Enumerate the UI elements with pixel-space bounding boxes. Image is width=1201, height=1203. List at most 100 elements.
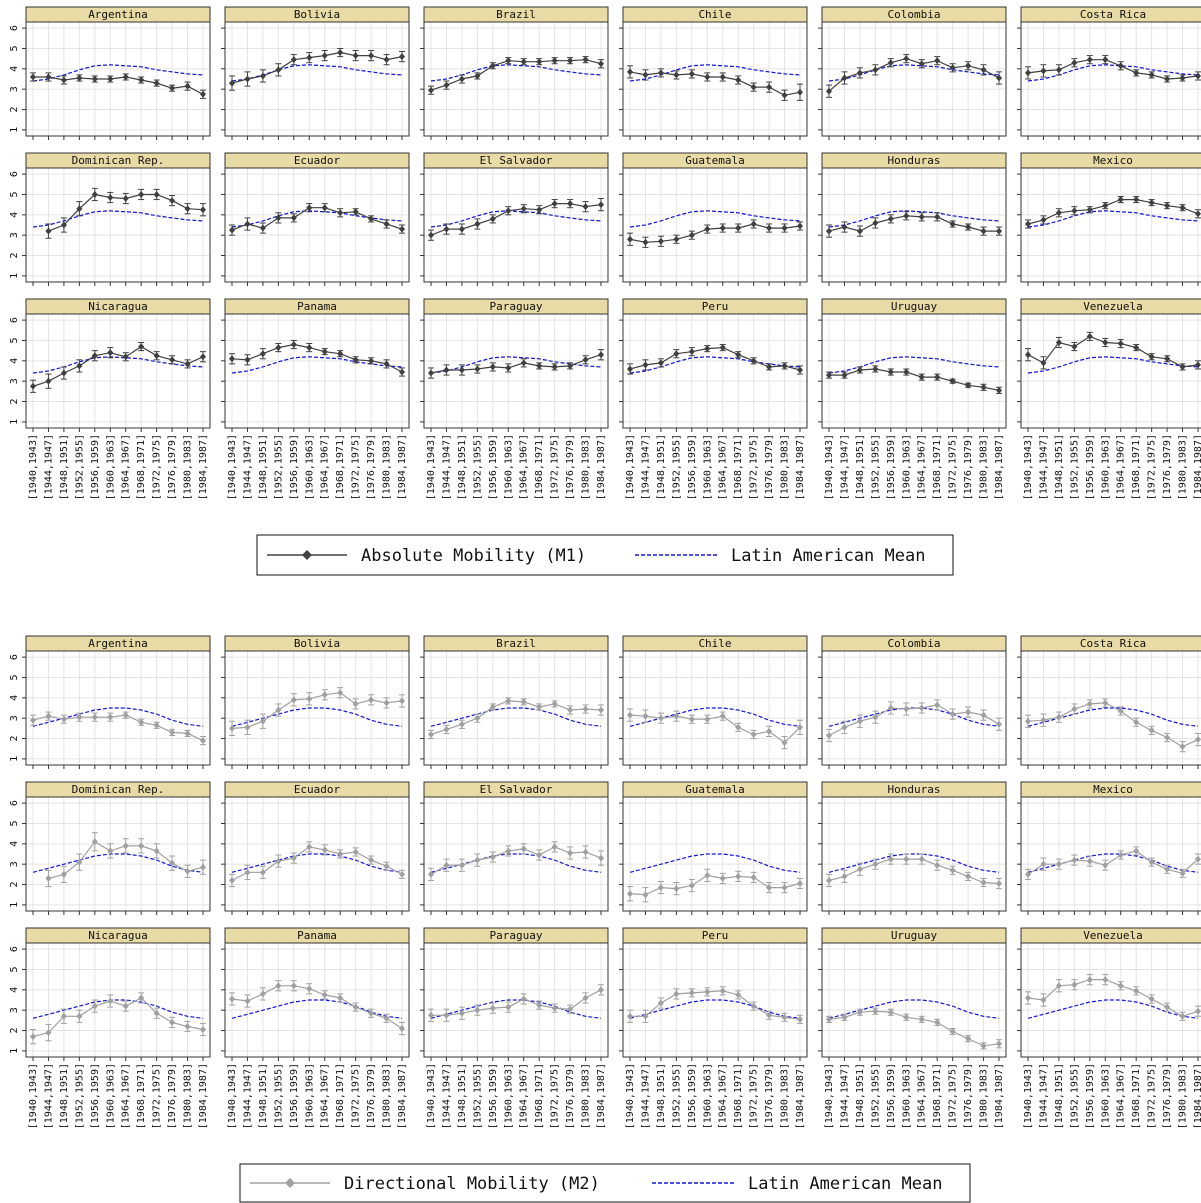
y-tick-label: 2 — [9, 882, 20, 888]
x-tick-label: [1972,1975] — [152, 434, 163, 500]
plot-area — [822, 314, 1006, 428]
panel-title: Venezuela — [1083, 929, 1143, 942]
point — [980, 383, 987, 391]
series-line — [231, 985, 403, 1030]
point — [965, 223, 972, 231]
mean-line — [32, 999, 204, 1019]
point — [1117, 196, 1124, 204]
point — [60, 76, 67, 84]
x-tick-label: [1944,1947] — [441, 434, 452, 500]
point — [1148, 995, 1155, 1003]
x-tick-label: [1944,1947] — [242, 434, 253, 500]
point — [582, 203, 589, 211]
point — [1133, 69, 1140, 77]
point — [887, 368, 894, 376]
point — [841, 223, 848, 231]
point — [169, 728, 176, 736]
point — [290, 854, 297, 862]
x-tick-label: [1944,1947] — [43, 434, 54, 500]
panel-title: Ecuador — [294, 783, 341, 796]
x-tick-label: [1968,1971] — [733, 434, 744, 500]
point — [841, 74, 848, 82]
y-tick-label: 1 — [9, 1048, 20, 1054]
point — [766, 884, 773, 892]
point — [826, 1015, 832, 1023]
mean-line — [32, 210, 204, 228]
y-tick-label: 2 — [9, 736, 20, 742]
x-tick-label: [1972,1975] — [749, 1063, 760, 1129]
point — [153, 79, 160, 87]
point — [107, 194, 114, 202]
point — [856, 717, 863, 725]
plot-border — [423, 942, 609, 1058]
x-tick-label: [1948,1951] — [457, 434, 468, 500]
point — [505, 207, 512, 215]
y-tick-label: 4 — [9, 212, 20, 218]
point — [368, 215, 375, 223]
point — [259, 224, 266, 232]
y-tick-label: 6 — [9, 654, 20, 660]
mean-line — [1027, 999, 1199, 1019]
point — [1025, 870, 1031, 878]
point — [138, 842, 145, 850]
point — [1179, 869, 1186, 877]
point — [918, 60, 925, 68]
point — [30, 716, 36, 724]
point — [321, 846, 328, 854]
point — [688, 70, 695, 78]
x-tick-label: [1984,1987] — [596, 434, 607, 500]
mean-line — [828, 999, 1000, 1019]
x-tick-label: [1964,1967] — [917, 1063, 928, 1129]
x-tick-label: [1952,1955] — [273, 1063, 284, 1129]
point — [489, 853, 496, 861]
point — [30, 382, 36, 390]
x-tick-label: [1944,1947] — [640, 434, 651, 500]
point — [536, 58, 543, 66]
x-tick-label: [1980,1983] — [581, 434, 592, 500]
point — [627, 365, 633, 373]
panel-title: Brazil — [496, 8, 536, 21]
x-tick-label: [1960,1963] — [702, 1063, 713, 1129]
point — [45, 73, 52, 81]
x-tick-label: [1944,1947] — [839, 1063, 850, 1129]
point — [627, 1012, 633, 1020]
x-tick-label: [1956,1959] — [1085, 1063, 1096, 1129]
point — [965, 1035, 972, 1043]
point — [306, 843, 313, 851]
point — [352, 700, 359, 708]
point — [244, 868, 251, 876]
x-tick-label: [1964,1967] — [718, 434, 729, 500]
point — [903, 368, 910, 376]
point — [1179, 74, 1186, 82]
point — [306, 344, 313, 352]
point — [458, 75, 465, 83]
point — [505, 1003, 512, 1011]
panel-title: Panama — [297, 929, 337, 942]
plot-border — [821, 21, 1007, 137]
mean-line — [629, 707, 801, 727]
point — [934, 57, 941, 65]
legend-swatch-marker — [302, 550, 312, 560]
point — [184, 205, 191, 213]
series-line — [828, 858, 1000, 885]
plot-border — [423, 21, 609, 137]
x-tick-label: [1968,1971] — [136, 1063, 147, 1129]
point — [45, 1029, 52, 1037]
point — [153, 190, 160, 198]
y-tick-label: 6 — [9, 800, 20, 806]
point — [1195, 855, 1201, 863]
x-tick-label: [1960,1963] — [503, 1063, 514, 1129]
x-tick-label: [1960,1963] — [304, 1063, 315, 1129]
point — [45, 227, 52, 235]
x-tick-label: [1940,1943] — [1023, 1063, 1034, 1129]
point — [1148, 726, 1155, 734]
x-tick-label: [1984,1987] — [198, 434, 209, 500]
plot-area — [822, 22, 1006, 136]
point — [797, 366, 803, 374]
x-tick-label: [1964,1967] — [718, 1063, 729, 1129]
point — [153, 847, 160, 855]
point — [428, 369, 434, 377]
x-tick-label: [1976,1979] — [366, 1063, 377, 1129]
point — [551, 57, 558, 65]
point — [321, 204, 328, 212]
